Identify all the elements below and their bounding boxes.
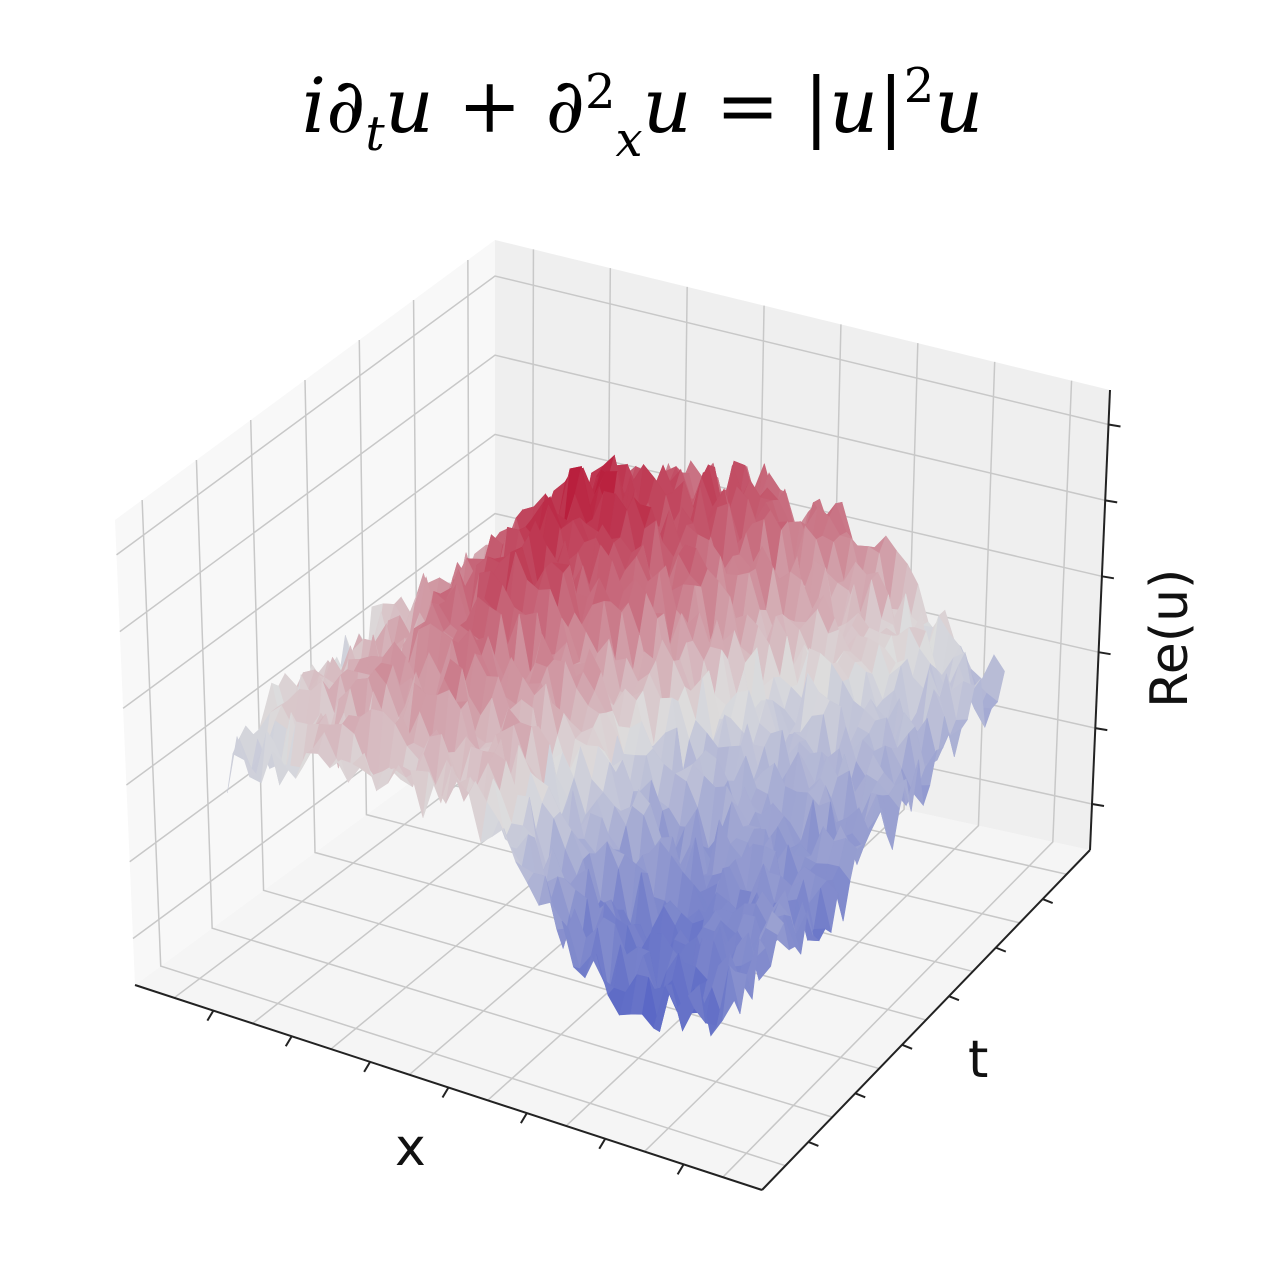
title-part: ∂ — [326, 61, 366, 150]
title-part: = | — [691, 61, 830, 150]
chart-title: i∂tu + ∂2xu = |u|2u — [0, 58, 1285, 164]
t-tick — [901, 1043, 913, 1050]
x-tick — [284, 1035, 293, 1047]
x-tick — [520, 1112, 528, 1124]
t-tick — [808, 1140, 819, 1147]
z-axis-line — [1089, 389, 1111, 851]
z-axis-label: Re(u) — [1140, 568, 1200, 708]
z-tick — [1101, 575, 1115, 580]
surface-patch — [722, 965, 741, 1021]
grid-line — [119, 354, 1106, 633]
x-tick — [441, 1086, 450, 1099]
x-tick — [598, 1138, 607, 1150]
title-part: u — [642, 61, 692, 150]
z-tick — [1095, 727, 1108, 732]
title-part: x — [615, 112, 643, 168]
t-axis-label: t — [968, 1030, 989, 1090]
left-pane — [115, 240, 495, 985]
t-tick — [1042, 898, 1054, 904]
t-tick — [854, 1092, 866, 1099]
title-part: u — [934, 61, 984, 150]
grid-line — [195, 459, 833, 1118]
grid-line — [249, 419, 880, 1070]
z-tick — [1108, 423, 1121, 428]
grid-line — [722, 380, 1073, 1178]
grid-line — [116, 275, 1109, 556]
t-tick — [995, 946, 1007, 953]
t-tick — [948, 995, 960, 1002]
x-axis-label: x — [395, 1118, 426, 1178]
title-part: 2 — [584, 64, 616, 120]
z-tick — [1105, 499, 1118, 504]
x-tick — [363, 1061, 371, 1073]
title-part: i — [301, 61, 327, 150]
title-part: ∂ — [545, 61, 585, 150]
title-part: u — [829, 61, 879, 150]
title-part: | — [878, 61, 904, 150]
z-tick — [1098, 651, 1111, 656]
title-part: 2 — [903, 58, 935, 114]
grid-line — [565, 343, 919, 1127]
x-tick — [676, 1163, 685, 1175]
title-part: u — [384, 61, 434, 150]
z-tick — [1091, 803, 1105, 807]
grid-line — [122, 433, 1103, 709]
x-tick — [206, 1010, 215, 1022]
title-part: + — [433, 61, 546, 150]
t-axis-line — [761, 849, 1091, 1191]
grid-line — [141, 499, 786, 1167]
title-part: t — [365, 106, 385, 162]
grid-line — [643, 361, 996, 1153]
